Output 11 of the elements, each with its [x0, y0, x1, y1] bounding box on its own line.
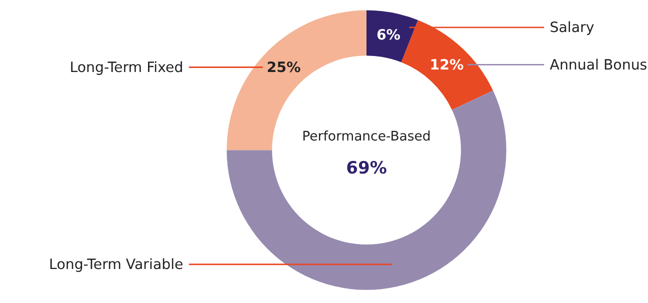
data-label: 6%	[376, 28, 400, 44]
text: 69%	[346, 158, 387, 179]
donut-slice	[366, 10, 418, 62]
slice-label: Annual Bonus	[550, 57, 648, 74]
data-label: 12%	[430, 57, 464, 74]
slice-label: Long-Term Variable	[49, 257, 184, 274]
slice-label: Long-Term Fixed	[70, 60, 184, 76]
donut-slice	[226, 90, 506, 290]
text: Performance-Based	[302, 130, 431, 145]
data-label: 25%	[266, 60, 301, 76]
slice-label: Salary	[550, 20, 594, 36]
